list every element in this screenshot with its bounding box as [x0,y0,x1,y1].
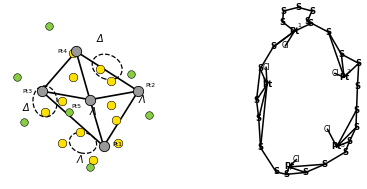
Text: Pt5: Pt5 [71,104,81,109]
Text: S: S [280,18,286,26]
Text: Cl: Cl [281,41,289,50]
Point [115,141,120,144]
Text: S: S [353,123,359,132]
Text: Cl: Cl [262,63,270,72]
Point [59,141,65,144]
Text: S: S [342,148,348,157]
Point [87,98,93,101]
Point [108,79,113,82]
Text: Pt1: Pt1 [113,142,123,147]
Text: S: S [302,168,309,177]
Point [73,50,79,53]
Text: S: S [258,143,264,152]
Point [42,110,48,113]
Text: S: S [309,6,315,15]
Text: Pt: Pt [339,73,349,82]
Text: Λ: Λ [90,107,97,117]
Text: Pt: Pt [290,27,299,36]
Text: S: S [254,95,259,105]
Text: 4: 4 [288,166,292,171]
Text: Δ: Δ [23,103,29,113]
Text: S: S [355,82,360,91]
Text: S: S [257,64,263,73]
Text: Cl: Cl [324,125,331,134]
Text: S: S [338,50,344,59]
Point [70,76,76,79]
Text: Pt3: Pt3 [23,89,33,94]
Text: S: S [326,28,331,37]
Text: S: S [270,42,276,51]
Text: 1: 1 [297,23,301,28]
Text: S: S [304,17,310,26]
Text: S: S [346,137,353,146]
Point [97,67,103,70]
Text: Λ: Λ [138,95,145,105]
Point [108,103,113,106]
Text: S: S [307,19,313,28]
Text: 2: 2 [347,69,351,74]
Text: Δ: Δ [97,34,103,44]
Text: 5: 5 [263,77,267,83]
Text: Cl: Cl [331,69,339,78]
Point [146,114,152,117]
Text: S: S [322,160,328,169]
Text: S: S [356,59,362,68]
Text: S: S [353,106,360,115]
Point [101,145,107,148]
Text: S: S [280,6,287,15]
Text: Pt2: Pt2 [145,83,155,88]
Text: S: S [283,170,289,179]
Point [66,110,72,113]
Point [46,24,51,27]
Text: 3: 3 [341,143,345,148]
Point [21,121,27,124]
Point [39,90,44,93]
Text: Pt: Pt [284,163,294,171]
Text: Pt: Pt [332,142,342,151]
Text: S: S [256,114,262,123]
Point [135,90,141,93]
Text: Pt4: Pt4 [57,49,68,54]
Text: Λ: Λ [76,155,83,165]
Point [113,119,119,122]
Point [77,131,83,134]
Point [87,165,93,168]
Text: S: S [273,167,279,177]
Point [128,72,134,75]
Point [90,159,96,162]
Point [59,100,65,103]
Text: Cl: Cl [292,155,300,164]
Point [70,52,76,55]
Point [15,76,21,79]
Text: Pt: Pt [262,80,272,89]
Text: S: S [295,3,301,12]
